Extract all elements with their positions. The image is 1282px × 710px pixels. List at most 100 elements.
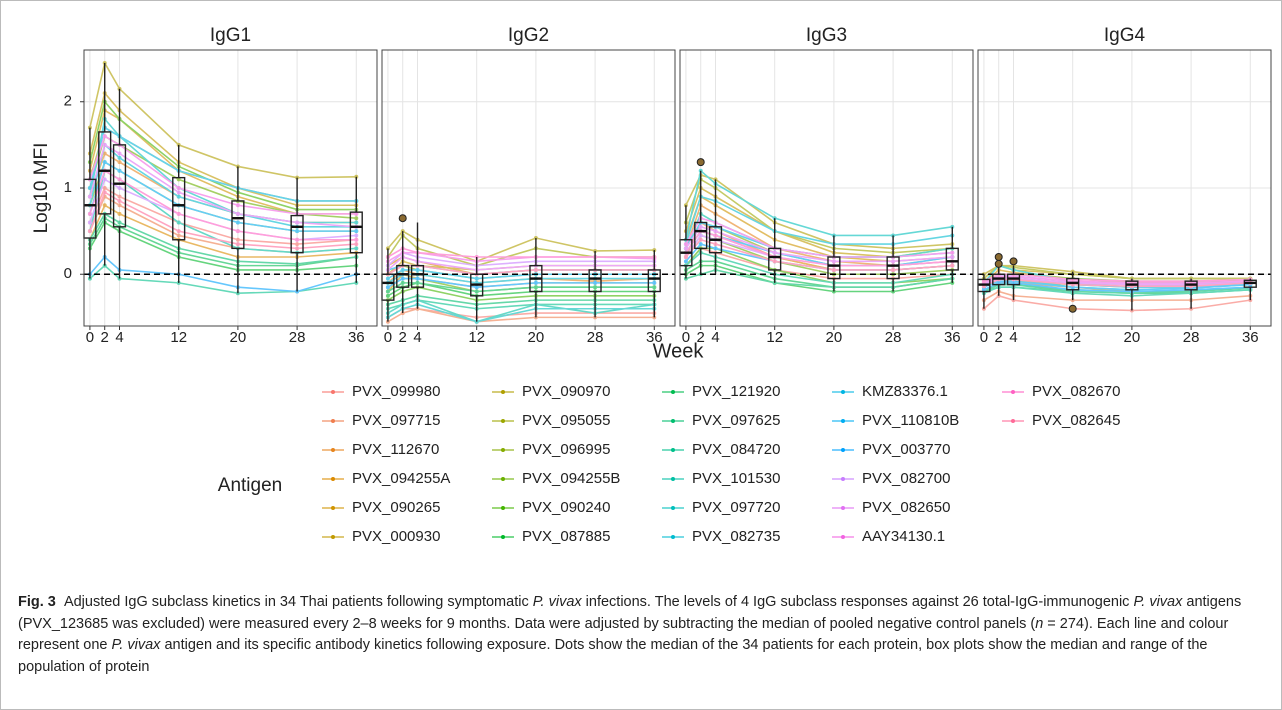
- data-point: [117, 203, 122, 208]
- legend-label: PVX_003770: [862, 441, 950, 458]
- outlier: [994, 253, 1003, 261]
- outlier: [696, 158, 705, 167]
- data-point: [683, 255, 688, 259]
- legend-swatch-dot: [671, 535, 675, 539]
- data-point: [235, 229, 240, 234]
- legend-swatch-dot: [1011, 419, 1015, 423]
- y-tick-label: 1: [64, 179, 72, 196]
- data-point: [772, 250, 777, 255]
- x-tick-label: 36: [646, 329, 663, 346]
- x-tick-label: 28: [885, 329, 902, 346]
- data-point: [102, 203, 107, 208]
- data-point: [698, 242, 703, 247]
- caption-label: Fig. 3: [18, 594, 56, 610]
- data-point: [698, 224, 703, 229]
- box: [349, 211, 363, 254]
- caption-text: antigens (PVX_123685 was excluded) were …: [18, 594, 1242, 632]
- legend-swatch-dot: [841, 419, 845, 423]
- data-point: [415, 267, 420, 272]
- data-point: [117, 198, 122, 203]
- legend-label: PVX_000930: [352, 528, 440, 545]
- data-point: [235, 242, 240, 247]
- data-point: [772, 259, 777, 264]
- y-tick-label: 2: [64, 93, 72, 110]
- x-tick-label: 20: [528, 329, 545, 346]
- panel-title: IgG2: [508, 25, 549, 46]
- outlier: [1009, 257, 1018, 266]
- legend-swatch-dot: [331, 535, 335, 539]
- data-point: [385, 289, 390, 294]
- legend-title: Antigen: [218, 475, 282, 496]
- legend-swatch-dot: [841, 390, 845, 394]
- data-point: [354, 220, 359, 225]
- data-point: [102, 134, 107, 139]
- x-tick-label: 28: [587, 329, 604, 346]
- legend-swatch-dot: [671, 448, 675, 452]
- legend-swatch-dot: [841, 448, 845, 452]
- data-point: [176, 211, 181, 216]
- data-point: [593, 285, 598, 290]
- box: [768, 247, 782, 271]
- data-point: [400, 280, 405, 285]
- data-point: [354, 242, 359, 247]
- x-tick-label: 4: [1009, 329, 1017, 346]
- x-tick-label: 0: [86, 329, 94, 346]
- x-tick-label: 28: [289, 329, 306, 346]
- caption-text: Adjusted IgG subclass kinetics in 34 Tha…: [63, 594, 533, 610]
- data-point: [698, 237, 703, 242]
- data-point: [1011, 280, 1016, 285]
- caption: Fig. 3 Adjusted IgG subclass kinetics in…: [18, 592, 1266, 678]
- box: [396, 264, 410, 288]
- box: [886, 256, 900, 280]
- caption-text: infections. The levels of 4 IgG subclass…: [581, 594, 1134, 610]
- data-point: [385, 285, 390, 290]
- legend-swatch-dot: [501, 477, 505, 481]
- x-tick-label: 12: [170, 329, 187, 346]
- legend-swatch-dot: [331, 448, 335, 452]
- panel-border: [381, 49, 676, 327]
- y-tick-label: 0: [64, 265, 72, 282]
- x-tick-label: 2: [697, 329, 705, 346]
- data-point: [831, 259, 836, 264]
- data-point: [652, 280, 657, 285]
- data-point: [87, 186, 92, 190]
- data-point: [354, 246, 359, 251]
- legend-swatch-dot: [671, 477, 675, 481]
- legend-label: PVX_087885: [522, 528, 610, 545]
- x-tick-label: 20: [1124, 329, 1141, 346]
- data-point: [683, 242, 688, 247]
- y-axis-title: Log10 MFI: [31, 143, 52, 234]
- data-point: [102, 177, 107, 182]
- data-point: [176, 233, 181, 238]
- data-point: [474, 285, 479, 290]
- data-point: [102, 186, 107, 190]
- data-point: [102, 142, 107, 147]
- legend-swatch-dot: [671, 419, 675, 423]
- legend-swatch-dot: [331, 477, 335, 481]
- data-point: [295, 246, 300, 251]
- data-point: [117, 186, 122, 190]
- x-tick-label: 20: [230, 329, 247, 346]
- box: [98, 131, 112, 215]
- legend-swatch-dot: [841, 506, 845, 510]
- data-point: [652, 285, 657, 290]
- x-tick-label: 0: [682, 329, 690, 346]
- x-tick-label: 12: [1064, 329, 1081, 346]
- legend-label: PVX_090970: [522, 383, 610, 400]
- x-tick-label: 0: [980, 329, 988, 346]
- legend-swatch-dot: [331, 390, 335, 394]
- data-point: [117, 160, 122, 165]
- x-tick-label: 2: [101, 329, 109, 346]
- data-point: [698, 233, 703, 238]
- data-point: [891, 267, 896, 272]
- data-point: [950, 250, 955, 255]
- data-point: [117, 151, 122, 156]
- box: [231, 200, 245, 250]
- data-point: [87, 229, 92, 234]
- data-point: [117, 194, 122, 199]
- box: [827, 256, 841, 280]
- data-point: [385, 276, 390, 281]
- legend-label: PVX_082650: [862, 499, 950, 516]
- box: [290, 214, 304, 254]
